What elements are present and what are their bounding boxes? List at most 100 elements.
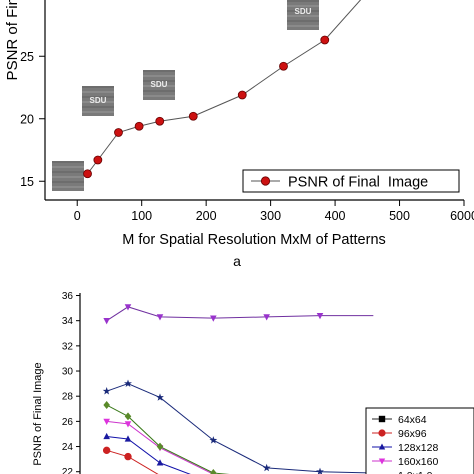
b-data-point [103, 432, 110, 440]
thumbnail-label: SDU [295, 7, 312, 16]
b-legend-marker [378, 415, 386, 423]
thumbnail-noise [82, 96, 114, 98]
a-data-point [93, 155, 103, 165]
b-series-line [106, 404, 230, 474]
a-data-point [114, 128, 123, 137]
b-data-point [124, 452, 132, 461]
b-data-point [156, 314, 164, 321]
b-data-point [156, 393, 164, 401]
b-data-point [124, 379, 132, 387]
b-y-tick-label: 28 [62, 392, 74, 403]
thumbnail-noise [143, 85, 175, 87]
thumbnail-noise [52, 161, 84, 163]
a-x-ticks: 0 100 200 300 400 500 6000 [74, 200, 474, 223]
b-data-point [103, 318, 110, 325]
thumbnail-noise [82, 106, 114, 108]
thumbnail-image [52, 161, 84, 191]
a-data-point [279, 61, 288, 71]
thumbnail-image: SDU [143, 70, 175, 100]
b-data-point [210, 315, 217, 322]
b-data-point [102, 446, 111, 455]
b-data-point [210, 469, 217, 474]
a-data-point [188, 111, 198, 121]
b-data-point [103, 401, 110, 409]
b-legend-marker [378, 429, 386, 437]
chart-b: 22 24 26 28 30 32 34 36 PSNR of Final Image 64x… [32, 291, 474, 474]
b-y-ticks: 22 24 26 28 30 32 34 36 [62, 291, 80, 474]
b-y-tick-label: 32 [62, 341, 74, 352]
b-y-axis-label: PSNR of Final Image [32, 362, 44, 465]
a-data-point [320, 35, 330, 45]
a-series-line [87, 0, 362, 175]
thumbnail-noise [52, 171, 84, 173]
thumbnail-noise [52, 166, 84, 168]
b-series [102, 304, 374, 474]
a-x-tick-label: 300 [260, 209, 281, 223]
a-x-tick-label: 6000 [450, 209, 474, 223]
a-y-tick-label: 20 [20, 112, 34, 126]
a-x-tick-label: 400 [325, 209, 346, 223]
thumbnail-image: SDU [82, 86, 114, 116]
a-x-tick-label: 200 [196, 209, 217, 223]
b-data-point [124, 421, 132, 428]
b-data-point [316, 467, 324, 474]
a-legend-marker [260, 176, 271, 186]
b-y-tick-label: 36 [62, 291, 74, 302]
b-data-point [124, 304, 132, 311]
thumbnail-noise [82, 111, 114, 113]
thumbnail-noise [52, 176, 84, 178]
b-data-point [156, 442, 164, 451]
b-data-point [263, 314, 270, 321]
b-legend-label: 96x96 [398, 428, 427, 440]
thumbnail-noise [287, 15, 319, 17]
thumbnail-image: SDU [287, 0, 319, 30]
a-y-axis-label: PSNR of Final Image [4, 0, 21, 80]
thumbnail-noise [287, 0, 319, 2]
thumbnail-noise [143, 80, 175, 82]
a-y-tick-label: 15 [20, 175, 34, 189]
a-panel-label: a [233, 253, 241, 269]
b-y-tick-label: 34 [62, 316, 74, 327]
a-thumbnails: SDU SDU SDU [52, 0, 319, 191]
a-series [83, 0, 362, 179]
a-data-point [155, 116, 165, 126]
a-y-tick-label: 25 [20, 50, 34, 64]
a-data-point [83, 169, 92, 179]
b-data-point [124, 412, 132, 421]
b-legend-marker [378, 458, 386, 465]
a-x-tick-label: 0 [74, 209, 81, 223]
a-legend: PSNR of Final Image [242, 169, 460, 193]
b-legend: 64x64 96x96 128x128 160x160 1 0x1 0 [365, 407, 474, 474]
a-y-ticks: 15 20 25 [20, 50, 45, 189]
thumbnail-noise [143, 95, 175, 97]
a-data-point [237, 90, 247, 100]
a-x-tick-label: 500 [389, 209, 410, 223]
a-x-tick-label: 100 [131, 209, 152, 223]
thumbnail-noise [82, 91, 114, 93]
b-data-point [124, 435, 132, 442]
thumbnail-noise [287, 5, 319, 7]
b-y-tick-label: 22 [62, 467, 74, 474]
a-x-axis-label: M for Spatial Resolution MxM of Patterns [122, 232, 386, 248]
thumbnail-noise [143, 75, 175, 77]
a-legend-label: PSNR of Final Image [288, 175, 428, 191]
b-data-point [262, 463, 271, 472]
thumbnail-noise [82, 86, 114, 88]
chart-a: SDU SDU SDU 0 100 200 300 400 500 6000 15 20 25 PS… [4, 0, 474, 269]
b-y-tick-label: 24 [62, 442, 74, 453]
b-series-line [106, 306, 374, 322]
thumbnail-noise [52, 186, 84, 188]
thumbnail-noise [287, 10, 319, 12]
b-legend-label: 160x160 [398, 456, 438, 468]
b-series-line [106, 435, 191, 474]
b-data-point [102, 387, 111, 395]
thumbnail-noise [82, 101, 114, 103]
b-data-point [316, 313, 324, 320]
b-series-line [106, 449, 159, 474]
b-y-tick-label: 30 [62, 367, 74, 378]
thumbnail-noise [143, 90, 175, 92]
b-legend-marker [378, 443, 386, 450]
thumbnail-noise [143, 70, 175, 72]
b-legend-label: 1 0x1 0 [398, 470, 433, 474]
